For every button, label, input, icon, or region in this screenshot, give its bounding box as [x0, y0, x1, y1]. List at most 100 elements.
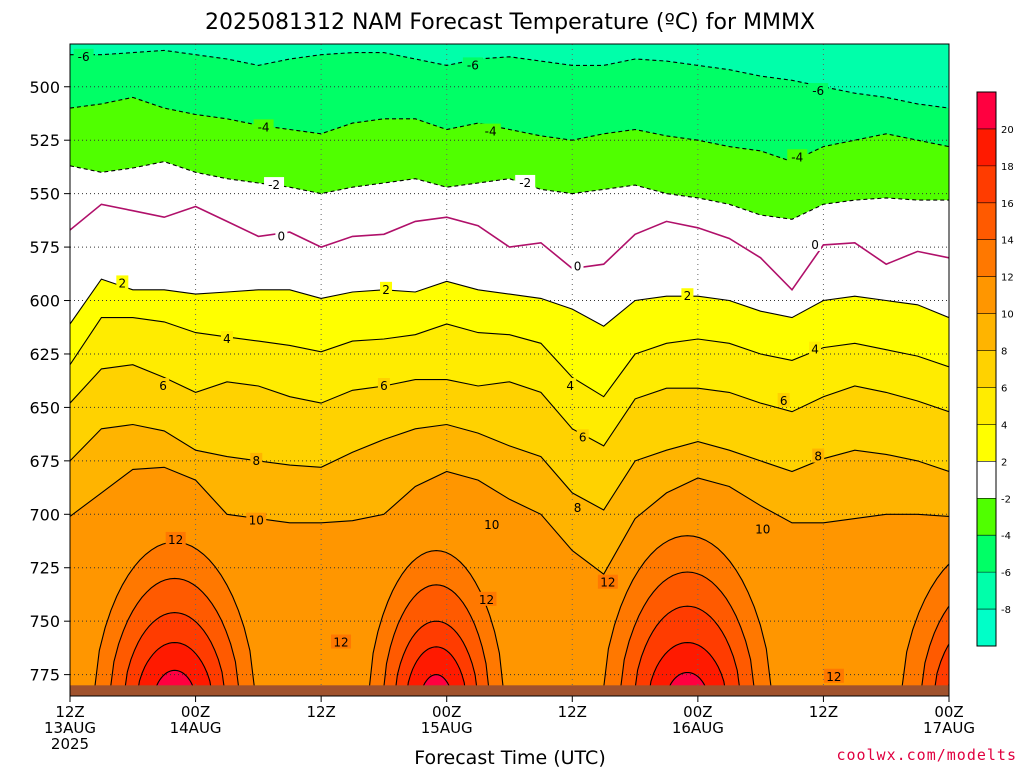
isotherm-label-bg: [809, 236, 822, 251]
x-tick-label: 13AUG: [44, 719, 96, 737]
y-tick-label: 675: [29, 452, 60, 471]
warm-core-fill-0-18: [137, 642, 213, 696]
grid-lines: [70, 44, 949, 696]
isotherm-label-2: 2: [382, 283, 390, 297]
isotherm-label-bg: [116, 275, 129, 290]
legend-tick-label: 6: [1001, 383, 1007, 394]
x-tick-label: 2025: [51, 735, 89, 753]
legend-tick-label: 8: [1001, 347, 1007, 358]
ground-fill: [70, 685, 949, 696]
isotherm-label-12: 12: [168, 533, 183, 547]
isotherm-core-3-12: [900, 563, 949, 696]
isotherm-10: [70, 466, 949, 576]
y-axis: 500 525 550 575 600 625 650 675 700 725 750 775: [29, 78, 70, 685]
isotherm-core-1-14: [382, 584, 491, 696]
isotherm-label--2: -2: [268, 178, 280, 192]
legend-swatch: [977, 387, 996, 425]
isotherm-label-4: 4: [223, 332, 231, 346]
isotherm-label-12: 12: [479, 593, 494, 607]
isotherm--2: [70, 161, 949, 220]
x-axis-label: Forecast Time (UTC): [414, 747, 605, 768]
isotherm-label-bg: [165, 531, 186, 546]
warm-core-fill-1-18: [406, 646, 467, 696]
isotherm-label-6: 6: [579, 430, 587, 444]
isotherm-core-2-14: [619, 571, 756, 696]
isotherm-core-2-20: [666, 671, 709, 696]
legend-swatch: [977, 313, 996, 352]
isotherm-label-bg: [681, 288, 694, 303]
isotherm-label-8: 8: [574, 501, 582, 515]
y-tick-label: 775: [29, 666, 60, 685]
isotherm-label--6: -6: [78, 50, 90, 64]
isotherm-label-bg: [823, 668, 844, 683]
x-tick-label: 12Z: [558, 703, 587, 721]
legend-swatch: [977, 461, 996, 499]
isotherm-core-1-20: [420, 674, 453, 696]
isotherm-label-bg: [481, 516, 502, 531]
color-legend: 20 18 16 14 12 10 8 6 4 2 -2 -4 -6 -8: [976, 91, 1014, 647]
y-tick-label: 725: [29, 559, 60, 578]
isotherm-core-3-14: [919, 605, 949, 696]
isotherm-core-0-20: [153, 669, 196, 696]
isotherm-label-bg: [777, 392, 790, 407]
isotherm-label-bg: [377, 378, 390, 393]
isotherm-label-bg: [331, 634, 352, 649]
isotherm-0: [70, 203, 949, 292]
isotherm-label--4: -4: [791, 150, 803, 164]
warm-core-fill-3-18: [946, 684, 949, 696]
isotherm-label-bg: [73, 48, 94, 63]
isotherm-label-10: 10: [755, 522, 770, 536]
isotherm-label-0: 0: [278, 229, 286, 243]
x-tick-label: 12Z: [55, 703, 84, 721]
isotherm-6: [70, 364, 949, 447]
isotherm-4: [70, 317, 949, 398]
isotherm-label--6: -6: [812, 84, 824, 98]
y-tick-label: 625: [29, 345, 60, 364]
x-tick-label: 12Z: [306, 703, 335, 721]
isotherm-label--4: -4: [258, 120, 270, 134]
legend-tick-label: -8: [1001, 605, 1011, 616]
ground-layer: [70, 685, 949, 696]
isotherm-label-2: 2: [684, 289, 692, 303]
isotherm-8: [70, 423, 949, 511]
isotherm-core-3-18: [946, 682, 949, 696]
isotherm-label-bg: [787, 149, 808, 164]
chart-title: 2025081312 NAM Forecast Temperature (ºC)…: [205, 10, 815, 35]
isotherm-label-6: 6: [159, 379, 167, 393]
legend-swatch: [977, 239, 996, 278]
legend-swatch: [977, 498, 996, 536]
x-tick-label: 00Z: [934, 703, 963, 721]
credit-text[interactable]: coolwx.com/modelts: [836, 746, 1017, 764]
isotherm-label-bg: [752, 521, 773, 536]
legend-tick-label: 16: [1001, 199, 1014, 210]
isotherm-label--6: -6: [467, 58, 479, 72]
legend-swatch: [977, 424, 996, 462]
y-tick-label: 575: [29, 238, 60, 257]
isotherm-label-bg: [476, 591, 497, 606]
y-tick-label: 650: [29, 398, 60, 417]
legend-swatch: [977, 202, 996, 241]
isotherm-core-0-16: [123, 612, 226, 696]
legend-swatch: [977, 128, 996, 167]
legend-tick-label: 2: [1001, 457, 1007, 468]
isotherm-label-bg: [264, 177, 285, 192]
isotherm-label-bg: [564, 378, 577, 393]
isotherm-label-bg: [380, 281, 393, 296]
isotherm-core-1-18: [405, 646, 467, 696]
x-tick-label: 00Z: [181, 703, 210, 721]
y-tick-label: 525: [29, 131, 60, 150]
y-tick-label: 500: [29, 78, 60, 97]
isotherm-label-bg: [275, 228, 288, 243]
isotherm-label-bg: [576, 429, 589, 444]
isotherm-core-1-16: [394, 620, 479, 696]
warm-core-fill-3-16: [933, 644, 949, 696]
x-tick-label: 14AUG: [170, 719, 222, 737]
temperature-fill-layer: [70, 44, 949, 696]
isotherm-label-6: 6: [780, 394, 788, 408]
isotherm-label-6: 6: [380, 379, 388, 393]
legend-swatch: [977, 350, 996, 388]
isotherm-label-8: 8: [252, 454, 260, 468]
isotherm-label-bg: [515, 174, 536, 189]
legend-tick-label: 20: [1001, 125, 1014, 136]
